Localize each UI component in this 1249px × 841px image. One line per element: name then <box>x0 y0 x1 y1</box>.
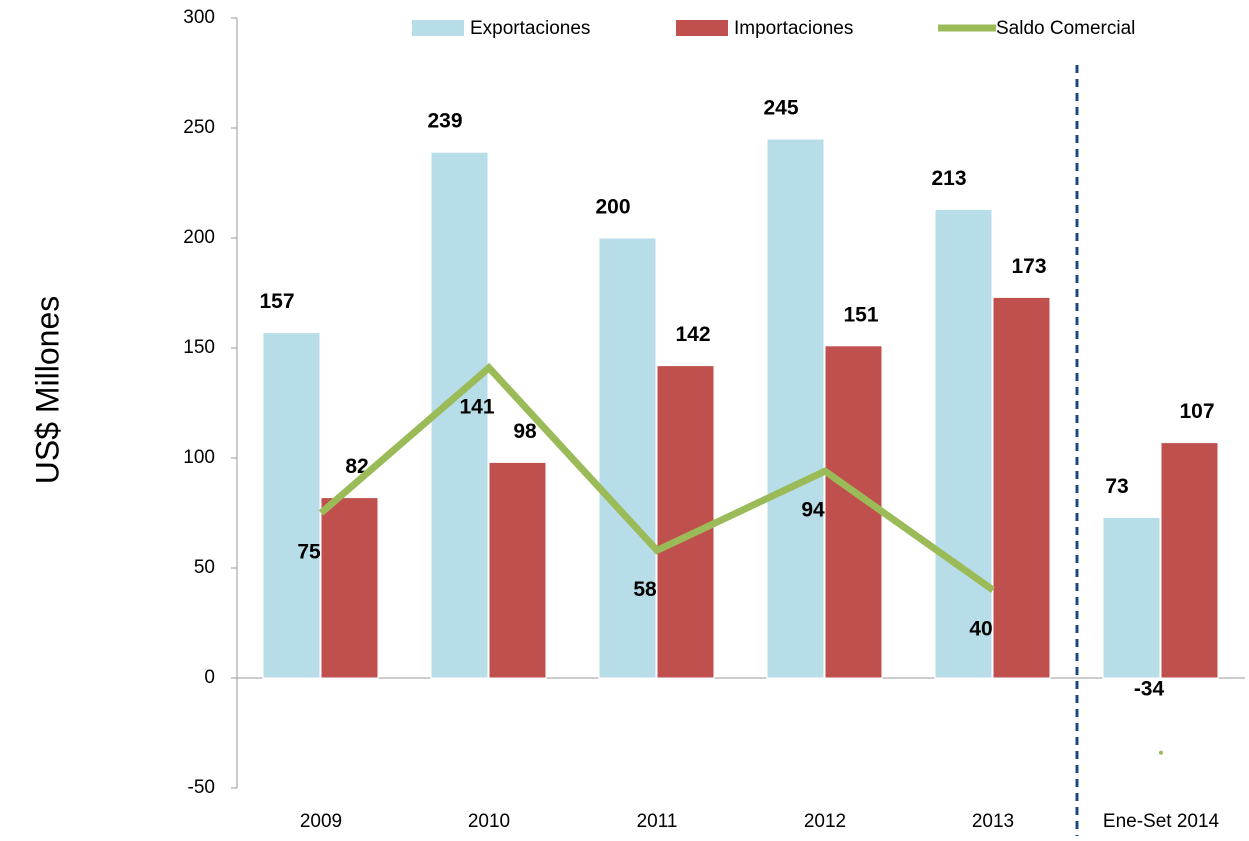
data-label: 75 <box>297 541 321 564</box>
x-tick-label: Ene-Set 2014 <box>1103 811 1220 832</box>
data-label: 73 <box>1105 475 1128 498</box>
bar <box>1160 442 1219 679</box>
y-tick-label: -50 <box>188 777 215 798</box>
bar <box>992 296 1051 679</box>
line <box>318 362 996 593</box>
y-axis-label: US$ Millones <box>29 296 65 485</box>
y-tick-label: 200 <box>183 227 215 248</box>
data-label: -34 <box>1134 678 1165 701</box>
bar <box>598 237 657 679</box>
x-tick-label: 2010 <box>468 811 510 832</box>
legend-label: Importaciones <box>734 18 853 39</box>
bar <box>824 345 883 679</box>
bar <box>934 208 993 679</box>
y-tick-label: 50 <box>194 557 215 578</box>
data-label: 141 <box>459 395 494 418</box>
legend-swatch <box>676 20 728 36</box>
bar <box>656 365 715 679</box>
data-label: 40 <box>969 618 992 641</box>
line-point <box>1159 750 1163 755</box>
bar <box>262 332 321 679</box>
y-tick-label: 0 <box>204 667 215 688</box>
bar <box>320 497 379 679</box>
x-tick-label: 2013 <box>972 811 1014 832</box>
data-label: 200 <box>595 196 630 219</box>
data-label: 239 <box>427 110 462 133</box>
y-tick-label: 250 <box>183 117 215 138</box>
data-label: 157 <box>259 290 294 313</box>
data-label: 94 <box>801 499 825 522</box>
y-tick-label: 100 <box>183 447 215 468</box>
x-tick-label: 2009 <box>300 811 342 832</box>
legend-label: Exportaciones <box>470 18 590 39</box>
data-label: 213 <box>931 167 966 190</box>
legend-label: Saldo Comercial <box>996 18 1135 39</box>
data-label: 173 <box>1011 255 1046 278</box>
x-tick-label: 2011 <box>637 811 678 832</box>
data-label: 98 <box>513 420 537 443</box>
data-label: 58 <box>633 578 657 601</box>
y-tick-label: 150 <box>183 337 215 358</box>
data-label: 142 <box>675 323 710 346</box>
legend-swatch <box>412 20 464 36</box>
bar <box>488 461 547 679</box>
bar <box>766 138 825 679</box>
bar <box>1102 516 1161 679</box>
y-tick-label: 300 <box>183 7 215 28</box>
x-tick-label: 2012 <box>804 811 846 832</box>
data-label: 151 <box>843 303 878 326</box>
data-label: 107 <box>1179 400 1214 423</box>
data-label: 245 <box>763 97 798 120</box>
